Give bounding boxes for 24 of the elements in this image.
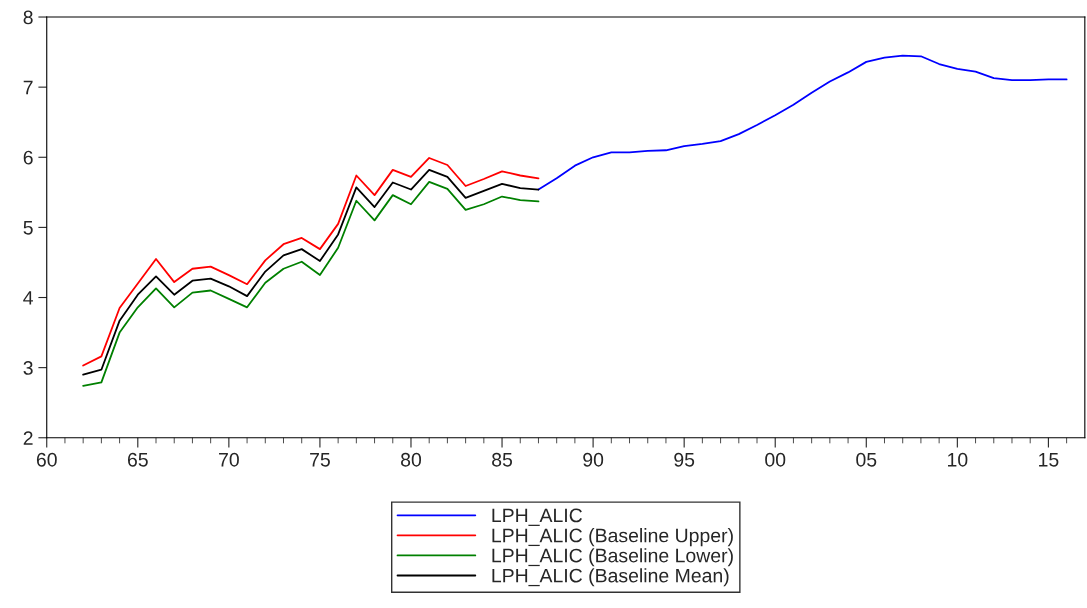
y-tick-label: 8 [23,10,33,25]
x-tick-label: 80 [401,452,422,467]
legend-label: LPH_ALIC (Baseline Lower) [492,548,733,567]
y-tick-label: 3 [23,361,33,375]
legend-label: LPH_ALIC [492,508,582,526]
legend-label: LPH_ALIC (Baseline Upper) [492,528,733,547]
x-tick-label: 85 [492,452,513,467]
x-tick-label: 00 [765,452,786,467]
x-tick-label: 60 [36,452,57,467]
x-tick-label: 10 [948,452,968,467]
x-tick-label: 05 [856,452,877,467]
x-tick-label: 95 [674,452,695,467]
x-tick-label: 90 [583,452,604,467]
y-tick-label: 4 [23,291,33,305]
y-tick-label: 2 [23,431,33,445]
y-tick-label: 5 [23,221,33,235]
x-tick-label: 15 [1039,453,1059,467]
y-tick-label: 7 [23,80,33,95]
y-tick-label: 6 [23,150,33,165]
line-series [537,54,1068,191]
x-tick-label: 65 [127,452,148,467]
x-tick-label: 75 [310,453,330,467]
legend-label: LPH_ALIC (Baseline Mean) [492,568,729,587]
x-tick-label: 70 [219,452,239,467]
